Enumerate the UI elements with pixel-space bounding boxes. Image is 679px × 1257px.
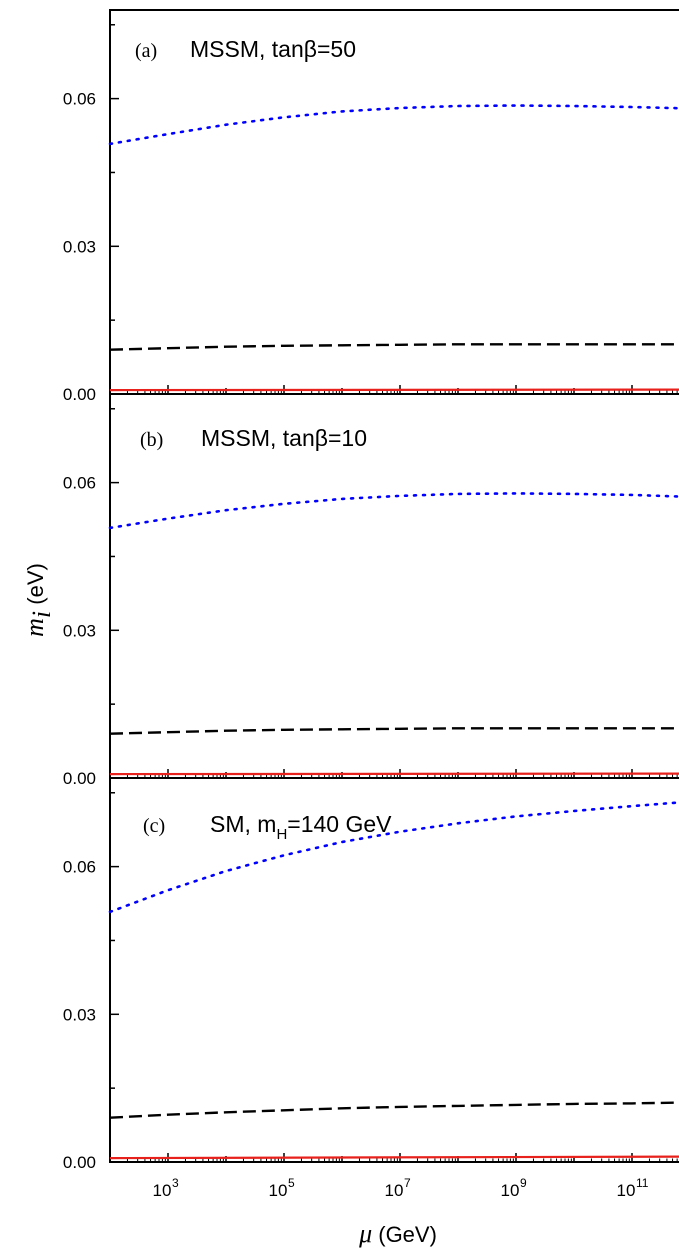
x-axis-symbol: μ bbox=[358, 1219, 372, 1248]
x-axis-unit: (GeV) bbox=[372, 1222, 437, 1247]
y-axis-symbol: m bbox=[20, 618, 49, 637]
series-dashed-line bbox=[109, 727, 679, 735]
panel-b-frame bbox=[109, 393, 679, 779]
series-dashed-line bbox=[109, 1101, 679, 1119]
panel-c-title-subscript: H bbox=[276, 826, 287, 843]
series-dotted-line bbox=[108, 104, 679, 146]
y-tick-label: 0.00 bbox=[63, 769, 96, 788]
x-tick-exponent: 3 bbox=[172, 1176, 179, 1190]
panel-c-title: SM, mH=140 GeV bbox=[210, 811, 392, 843]
x-tick-label: 10 bbox=[153, 1181, 172, 1200]
panel-b-title: MSSM, tanβ=10 bbox=[201, 425, 367, 451]
series-solid-line bbox=[109, 772, 679, 776]
y-tick-label: 0.00 bbox=[63, 385, 96, 404]
series-solid-line bbox=[109, 388, 679, 392]
y-axis-title: mi (eV) bbox=[20, 563, 56, 637]
panel-c-tag: (c) bbox=[143, 815, 165, 837]
x-tick-label: 10 bbox=[617, 1181, 636, 1200]
x-tick-exponent: 11 bbox=[636, 1176, 649, 1190]
x-tick-label: 10 bbox=[269, 1181, 288, 1200]
y-tick-label: 0.03 bbox=[63, 1005, 96, 1024]
panel-b-tag: (b) bbox=[140, 429, 163, 451]
y-tick-label: 0.06 bbox=[63, 858, 96, 877]
x-axis-title: μ (GeV) bbox=[358, 1219, 437, 1248]
data-series bbox=[108, 104, 679, 1160]
y-tick-label: 0.06 bbox=[63, 474, 96, 493]
x-tick-exponent: 7 bbox=[404, 1176, 411, 1190]
series-dotted-line bbox=[108, 801, 679, 914]
y-axis-subscript: i bbox=[27, 611, 56, 618]
y-tick-label: 0.06 bbox=[63, 90, 96, 109]
x-tick-exponent: 9 bbox=[520, 1176, 527, 1190]
y-tick-label: 0.03 bbox=[63, 621, 96, 640]
y-tick-label: 0.00 bbox=[63, 1153, 96, 1172]
x-tick-label: 10 bbox=[501, 1181, 520, 1200]
series-dotted-line bbox=[108, 492, 679, 530]
series-dashed-line bbox=[109, 343, 679, 351]
series-solid-line bbox=[109, 1155, 679, 1160]
panel-a-title: MSSM, tanβ=50 bbox=[190, 36, 356, 62]
y-tick-label: 0.03 bbox=[63, 237, 96, 256]
y-axis-unit: (eV) bbox=[23, 563, 48, 611]
panel-a-frame bbox=[109, 9, 679, 395]
panel-c-title-rest: =140 GeV bbox=[287, 811, 392, 837]
panel-c-title-main: SM, m bbox=[210, 811, 276, 837]
x-tick-exponent: 5 bbox=[288, 1176, 295, 1190]
axis-ticks bbox=[109, 24, 678, 1163]
panel-a-tag: (a) bbox=[135, 40, 157, 62]
x-tick-label: 10 bbox=[385, 1181, 404, 1200]
